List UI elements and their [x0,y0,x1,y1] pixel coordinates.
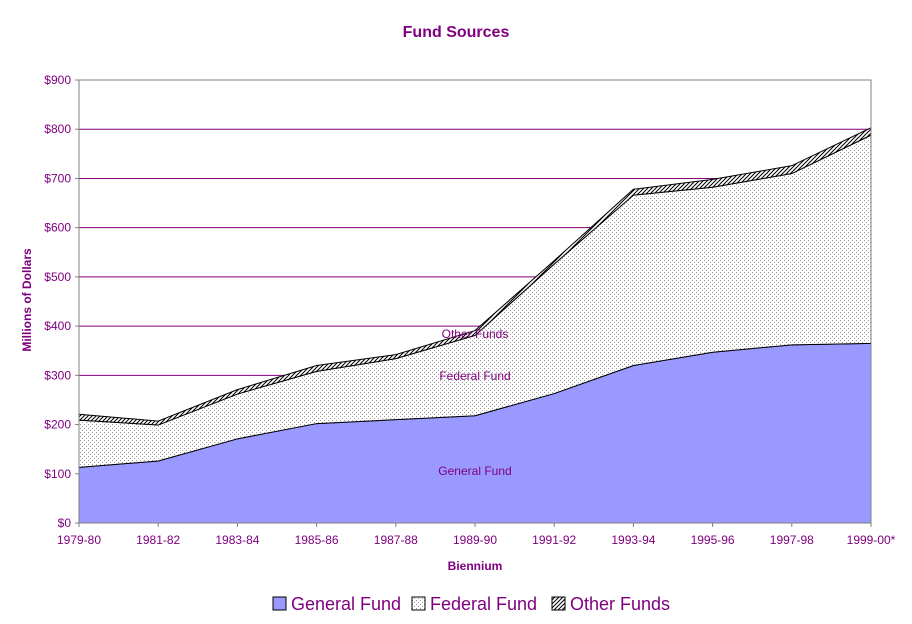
legend-swatch-other-funds [551,596,566,611]
x-tick-label: 1993-94 [611,533,655,547]
y-tick-label: $700 [44,171,71,185]
x-axis-title: Biennium [448,559,503,573]
x-tick-label: 1979-80 [57,533,101,547]
legend-swatch-general-fund [272,596,287,611]
legend-label-federal-fund: Federal Fund [430,594,537,614]
y-tick-label: $0 [58,516,72,530]
y-tick-label: $200 [44,418,71,432]
x-tick-label: 1997-98 [770,533,814,547]
legend-label-other-funds: Other Funds [570,594,670,614]
y-tick-label: $900 [44,73,71,87]
x-axis: 1979-80 1981-82 1983-84 1985-86 1987-88 1989-… [57,523,896,547]
legend: General Fund Federal Fund Other Funds [272,594,670,614]
y-axis-title: Millions of Dollars [20,248,34,352]
x-tick-label: 1989-90 [453,533,497,547]
x-tick-label: 1985-86 [295,533,339,547]
x-tick-label: 1983-84 [215,533,259,547]
x-tick-label: 1991-92 [532,533,576,547]
x-tick-label: 1999-00* [847,533,896,547]
y-tick-label: $800 [44,122,71,136]
x-tick-label: 1981-82 [136,533,180,547]
y-tick-label: $500 [44,270,71,284]
label-federal-fund: Federal Fund [439,369,510,383]
label-other-funds: Other Funds [442,327,509,341]
legend-label-general-fund: General Fund [291,594,401,614]
y-axis: $0 $100 $200 $300 $400 $500 $600 $700 $800 $900 [44,73,79,530]
legend-swatch-federal-fund [411,596,426,611]
label-general-fund: General Fund [438,464,511,478]
x-tick-label: 1995-96 [691,533,735,547]
y-tick-label: $400 [44,319,71,333]
y-tick-label: $100 [44,467,71,481]
y-tick-label: $300 [44,368,71,382]
x-tick-label: 1987-88 [374,533,418,547]
y-tick-label: $600 [44,221,71,235]
chart-title: Fund Sources [403,24,510,41]
